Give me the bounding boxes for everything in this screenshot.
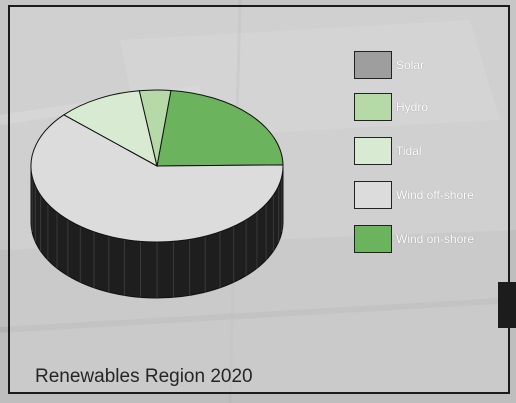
legend-label: Solar [396, 58, 425, 72]
legend-swatch [354, 51, 392, 79]
legend-label: Wind on-shore [396, 232, 475, 246]
legend-item: Tidal [354, 136, 422, 166]
legend-item: Hydro [354, 92, 428, 122]
legend-item: Solar [354, 50, 424, 80]
legend-label: Hydro [396, 100, 429, 114]
pie-slice [156, 89, 284, 167]
pie-slice [138, 89, 172, 167]
legend-swatch [354, 137, 392, 165]
legend-item: Wind on-shore [354, 224, 474, 254]
legend-swatch [354, 93, 392, 121]
legend-swatch [354, 225, 392, 253]
chart-title: Renewables Region 2020 [35, 366, 253, 387]
side-tab [498, 282, 516, 328]
legend-item: Wind off-shore [354, 180, 474, 210]
pie-slice [62, 90, 158, 167]
pie-slice [30, 114, 284, 243]
legend-label: Tidal [396, 144, 422, 158]
legend-swatch [354, 181, 392, 209]
legend-label: Wind off-shore [396, 188, 474, 202]
